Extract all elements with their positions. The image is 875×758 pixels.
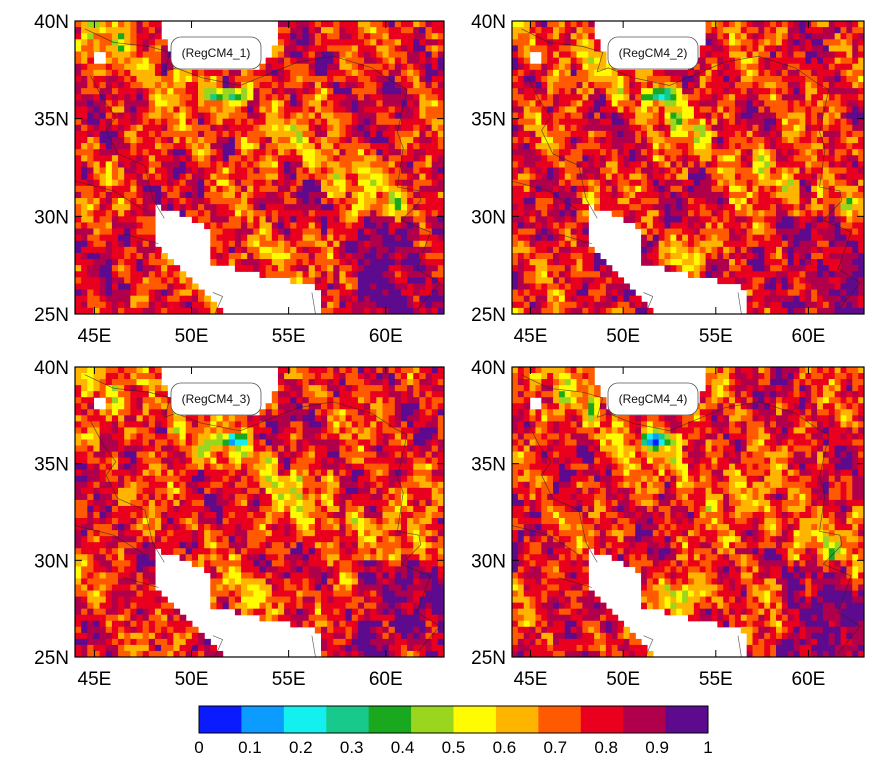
lat-tick-label: 40N <box>34 12 69 33</box>
country-borders <box>512 374 861 657</box>
colorbar: 0 0.1 0.2 0.3 0.4 0.5 0.6 0.7 0.8 0.9 1 <box>194 705 713 757</box>
lon-tick-label: 45E <box>78 669 112 690</box>
lat-tick-label: 25N <box>471 305 506 326</box>
lat-tick-label: 30N <box>471 207 506 228</box>
colorbar-tick-label: 0.5 <box>442 738 466 757</box>
map-panel-p3: (RegCM4_3) 40N 35N 30N 25N 45E 50E 55E 60E <box>34 358 445 690</box>
lat-tick-label: 40N <box>34 358 69 379</box>
map-panel-p4: (RegCM4_4) 40N 35N 30N 25N 45E 50E 55E 60E <box>471 358 865 690</box>
lon-tick-label: 60E <box>369 669 403 690</box>
colorbar-swatch <box>623 706 667 733</box>
lat-tick-label: 25N <box>34 648 69 669</box>
panel-label-text: (RegCM4_3) <box>182 392 251 406</box>
panel-frame <box>74 20 445 315</box>
lat-tick-label: 40N <box>471 12 506 33</box>
lon-tick-label: 60E <box>792 326 826 347</box>
correlation-field <box>512 367 864 657</box>
colorbar-tick-label: 0.8 <box>594 738 618 757</box>
lon-tick-label: 45E <box>514 669 548 690</box>
lat-tick-label: 40N <box>471 358 506 379</box>
panel-label-text: (RegCM4_4) <box>619 392 688 406</box>
lon-tick-label: 45E <box>78 326 112 347</box>
country-borders <box>75 374 441 657</box>
colorbar-tick-label: 0.3 <box>340 738 364 757</box>
colorbar-swatch <box>453 706 497 733</box>
lon-tick-label: 50E <box>175 669 209 690</box>
colorbar-swatch <box>495 706 539 733</box>
lon-tick-label: 45E <box>514 326 548 347</box>
correlation-field <box>512 21 864 314</box>
colorbar-frame <box>198 705 709 734</box>
lat-tick-label: 35N <box>34 110 69 131</box>
lon-tick-label: 55E <box>272 326 306 347</box>
colorbar-tick-label: 0.2 <box>289 738 313 757</box>
colorbar-swatch <box>411 706 454 733</box>
lat-tick-label: 25N <box>34 305 69 326</box>
colorbar-swatch <box>283 706 327 733</box>
lat-tick-label: 35N <box>471 110 506 131</box>
lon-tick-label: 50E <box>175 326 209 347</box>
colorbar-swatch <box>241 706 285 733</box>
panel-frame <box>74 366 445 658</box>
lat-tick-label: 30N <box>34 551 69 572</box>
country-borders <box>75 28 441 314</box>
country-borders <box>512 28 861 314</box>
correlation-field <box>75 367 444 657</box>
colorbar-tick-label: 1 <box>703 738 712 757</box>
colorbar-tick-label: 0.9 <box>645 738 669 757</box>
lon-tick-label: 60E <box>792 669 826 690</box>
colorbar-tick-label: 0 <box>194 738 203 757</box>
lat-tick-label: 30N <box>34 207 69 228</box>
panel-frame <box>511 20 865 315</box>
panel-label-text: (RegCM4_2) <box>619 46 688 60</box>
lon-tick-label: 55E <box>699 669 733 690</box>
panel-label: (RegCM4_3) <box>170 382 262 416</box>
panel-label: (RegCM4_4) <box>607 382 699 416</box>
panel-label-text: (RegCM4_1) <box>182 46 251 60</box>
colorbar-swatch <box>326 706 370 733</box>
panel-label: (RegCM4_1) <box>170 36 262 70</box>
map-panel-p1: (RegCM4_1) 40N 35N 30N 25N 45E 50E 55E 60E <box>34 12 445 347</box>
panel-label: (RegCM4_2) <box>607 36 699 70</box>
lon-tick-label: 55E <box>272 669 306 690</box>
colorbar-swatch <box>580 706 624 733</box>
colorbar-swatch <box>368 706 412 733</box>
colorbar-swatch <box>538 706 582 733</box>
map-panel-p2: (RegCM4_2) 40N 35N 30N 25N 45E 50E 55E 60E <box>471 12 865 347</box>
lat-tick-label: 25N <box>471 648 506 669</box>
colorbar-swatch <box>199 706 242 733</box>
lat-tick-label: 30N <box>471 551 506 572</box>
lon-tick-label: 50E <box>606 669 640 690</box>
lat-tick-label: 35N <box>34 455 69 476</box>
colorbar-tick-label: 0.6 <box>493 738 517 757</box>
lat-tick-label: 35N <box>471 455 506 476</box>
colorbar-tick-label: 0.4 <box>391 738 415 757</box>
lon-tick-label: 60E <box>369 326 403 347</box>
panel-frame <box>511 366 865 658</box>
lon-tick-label: 50E <box>606 326 640 347</box>
lon-tick-label: 55E <box>699 326 733 347</box>
colorbar-tick-label: 0.7 <box>543 738 567 757</box>
correlation-field <box>75 21 444 314</box>
colorbar-swatch <box>665 706 709 733</box>
colorbar-tick-label: 0.1 <box>238 738 262 757</box>
